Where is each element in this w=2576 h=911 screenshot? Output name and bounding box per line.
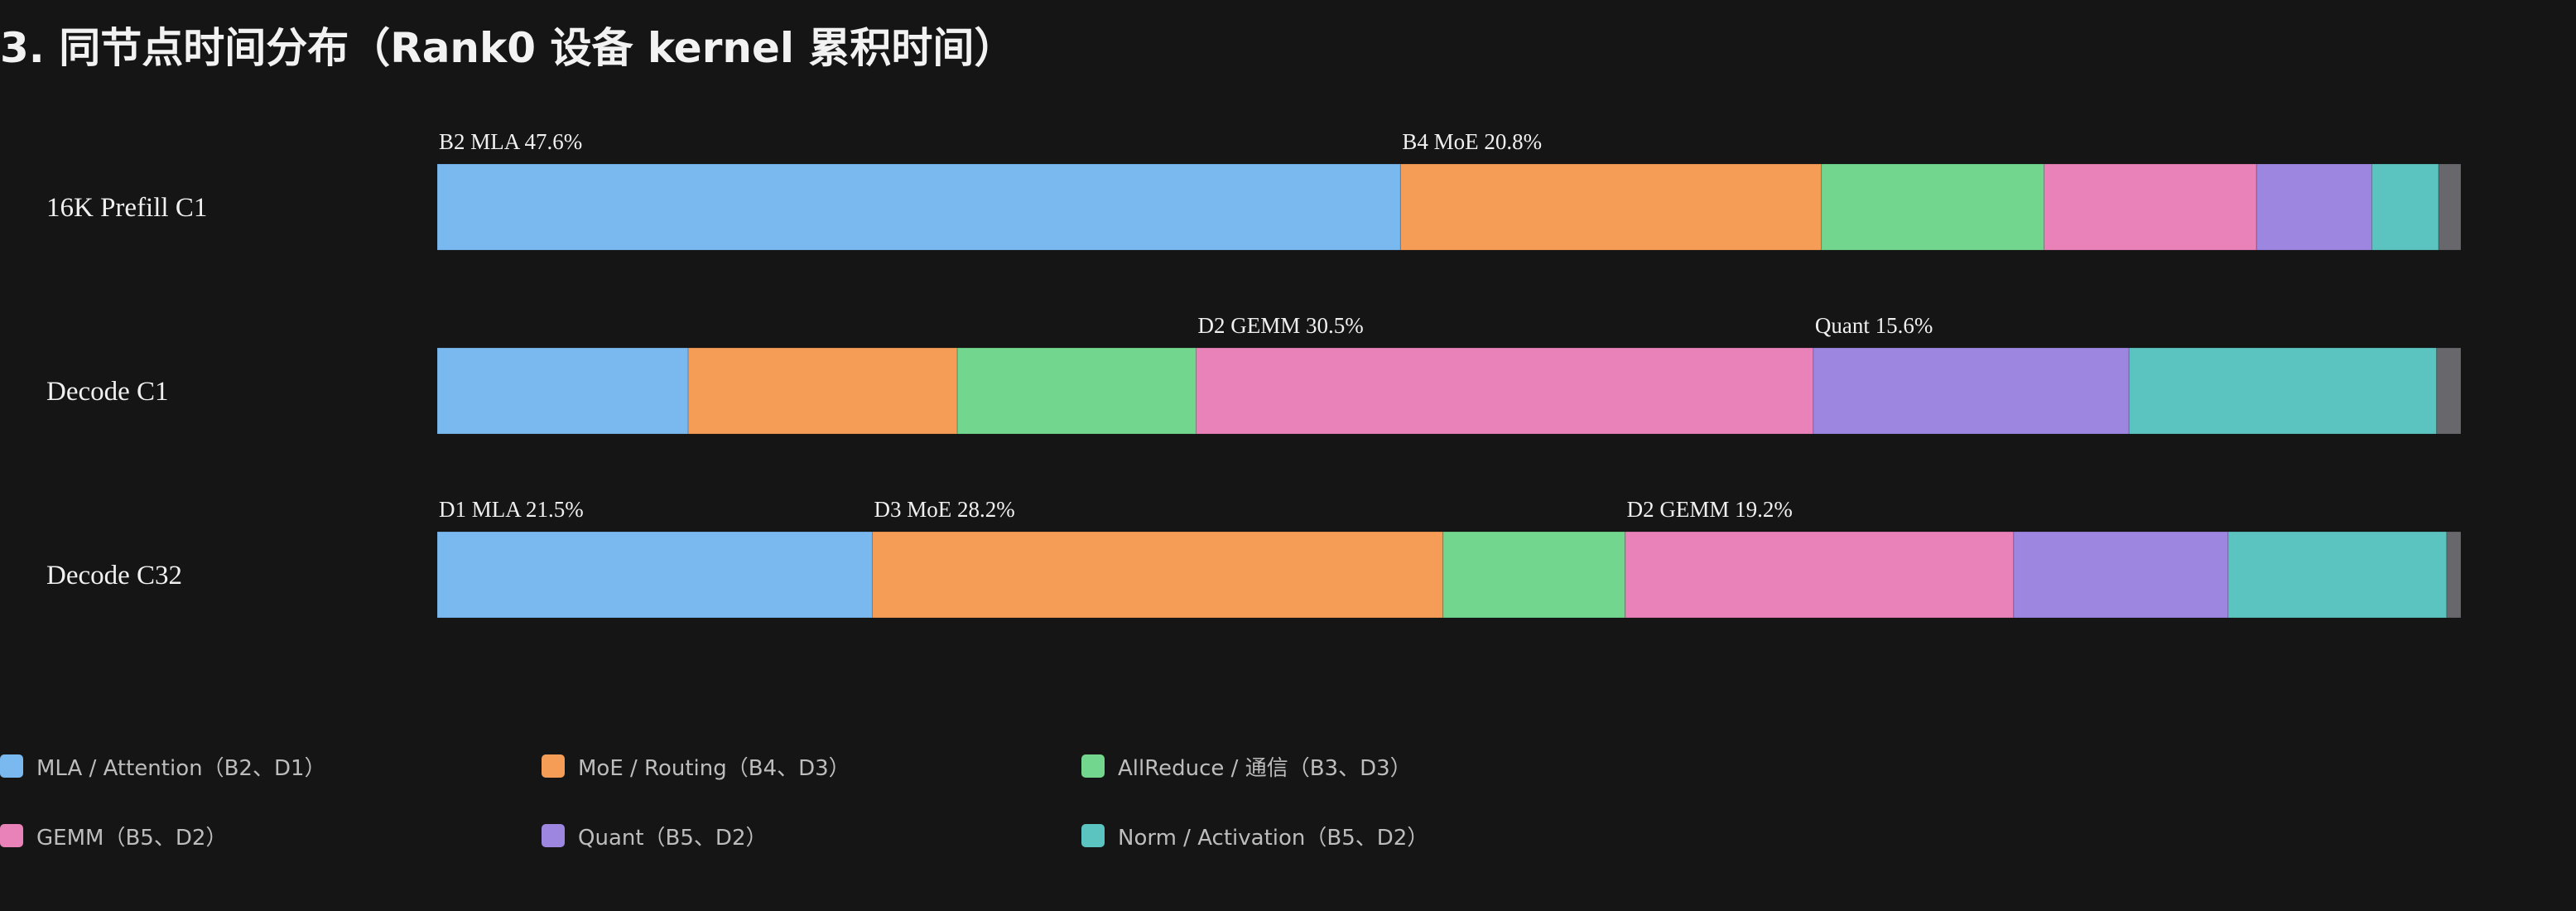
- legend-swatch: [542, 824, 565, 847]
- bar-segment: [2013, 531, 2229, 619]
- page-title: 3. 同节点时间分布（Rank0 设备 kernel 累积时间）: [0, 24, 1016, 72]
- bar-row: Decode C32 D1 MLA 21.5% D3 MoE 28.2% D2 GEM…: [46, 497, 2462, 619]
- bar-segment: [2044, 163, 2257, 251]
- legend-label: AllReduce / 通信（B3、D3）: [1118, 755, 1412, 781]
- bar-segment: [2438, 163, 2462, 251]
- legend-item: MoE / Routing（B4、D3）: [542, 745, 850, 787]
- segment-label: D1 MLA 21.5%: [439, 497, 584, 522]
- segment-label: D2 GEMM 30.5%: [1198, 313, 1364, 338]
- legend-label: GEMM（B5、D2）: [36, 825, 228, 851]
- row-label: 16K Prefill C1: [46, 193, 207, 223]
- segment-label: B4 MoE 20.8%: [1402, 129, 1542, 154]
- row-label: Decode C32: [46, 561, 182, 590]
- bar-segment: [1196, 347, 1814, 435]
- bar-row: 16K Prefill C1 B2 MLA 47.6% B4 MoE 20.8%: [46, 129, 2462, 251]
- legend-label: Norm / Activation（B5、D2）: [1118, 825, 1429, 851]
- legend-swatch: [1081, 754, 1105, 778]
- bar-segment: [2128, 347, 2438, 435]
- bar-segment: [2256, 163, 2372, 251]
- legend-label: Quant（B5、D2）: [578, 825, 768, 851]
- legend-item: MLA / Attention（B2、D1）: [0, 745, 326, 787]
- bar-segment: [2227, 531, 2448, 619]
- legend-item: Quant（B5、D2）: [542, 815, 768, 856]
- legend-item: Norm / Activation（B5、D2）: [1081, 815, 1428, 856]
- legend-swatch: [0, 754, 23, 778]
- row-label: Decode C1: [46, 377, 169, 407]
- bar-segment: [436, 163, 1401, 251]
- bar-segment: [956, 347, 1197, 435]
- bar-row: Decode C1 D2 GEMM 30.5% Quant 15.6%: [46, 313, 2462, 435]
- bar-segment: [436, 531, 873, 619]
- bar-segment: [871, 531, 1444, 619]
- stacked-bar-chart: 16K Prefill C1 B2 MLA 47.6% B4 MoE 20.8% De…: [46, 129, 2462, 619]
- bar-segment: [1442, 531, 1626, 619]
- legend-swatch: [0, 824, 23, 847]
- bar-segment: [2446, 531, 2462, 619]
- segment-label: D3 MoE 28.2%: [874, 497, 1014, 522]
- legend-label: MLA / Attention（B2、D1）: [36, 755, 326, 781]
- bar-segment: [687, 347, 958, 435]
- bar-segment: [1399, 163, 1822, 251]
- bar-segment: [1821, 163, 2045, 251]
- legend-item: AllReduce / 通信（B3、D3）: [1081, 745, 1412, 787]
- legend-swatch: [1081, 824, 1105, 847]
- legend-swatch: [542, 754, 565, 778]
- bar-segment: [2371, 163, 2439, 251]
- legend-label: MoE / Routing（B4、D3）: [578, 755, 850, 781]
- bar-segment: [1813, 347, 2130, 435]
- bar-segment: [2436, 347, 2462, 435]
- segment-label: D2 GEMM 19.2%: [1627, 497, 1793, 522]
- bar-segment: [1625, 531, 2015, 619]
- segment-label: Quant 15.6%: [1815, 313, 1933, 338]
- legend-item: GEMM（B5、D2）: [0, 815, 227, 856]
- segment-label: B2 MLA 47.6%: [439, 129, 582, 154]
- bar-segment: [436, 347, 689, 435]
